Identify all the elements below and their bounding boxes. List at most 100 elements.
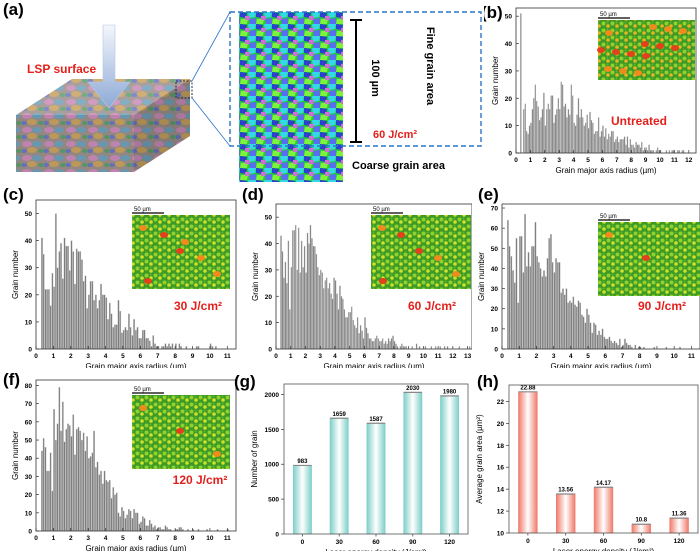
bar-value-label: 13.56 (558, 487, 574, 493)
histogram-bar (383, 343, 385, 350)
histogram-bar (356, 317, 359, 350)
histogram-bar (107, 319, 109, 350)
histogram-bar (387, 338, 390, 350)
histogram-bar (46, 470, 49, 532)
histogram-bar (152, 527, 155, 532)
histogram-bar (575, 306, 578, 350)
y-tick-label: 70 (25, 401, 33, 408)
histogram-bar (134, 329, 137, 350)
bar-value-label: 2030 (406, 386, 420, 392)
histogram-bar (295, 224, 297, 350)
y-tick-label: 10 (25, 510, 33, 517)
histogram-bar (67, 423, 69, 532)
histogram-bar (367, 333, 369, 350)
histogram-bar (312, 246, 315, 350)
histogram-bar (625, 144, 627, 154)
x-tick-label: 3 (552, 353, 556, 360)
histogram-bar (536, 256, 539, 350)
y-tick-label: 40 (25, 238, 33, 245)
x-tick-label: 8 (173, 535, 177, 542)
x-tick-label: 3 (318, 353, 322, 360)
panel-f: 0 1 2 3 4 5 6 7 8 9 10 11 0 10 20 30 40 50 60 70 80 Grain maj… (0, 367, 240, 553)
lsp-surface-label: LSP surface (27, 62, 97, 76)
bar (556, 493, 576, 534)
histogram-bar (136, 512, 139, 532)
inset-grain (397, 232, 405, 238)
histogram-bar (635, 141, 637, 154)
histogram-bar (536, 100, 538, 154)
histogram-bar (370, 338, 372, 350)
histogram-bar (615, 342, 618, 350)
x-tick-label: 7 (615, 157, 619, 164)
histogram-bar (345, 317, 347, 350)
block-front (16, 115, 134, 172)
y-tick-label: 20 (497, 421, 505, 428)
x-tick-label: 2 (69, 353, 73, 360)
histogram-chart-c: 0 1 2 3 4 5 6 7 8 9 10 11 0 10 20 30 40 50 Grain major axi… (3, 185, 237, 371)
x-tick-label: 0 (34, 353, 38, 360)
histogram-bar (512, 270, 514, 350)
histogram-bar (376, 335, 378, 350)
y-axis-label: Average grain area (µm²) (475, 414, 484, 504)
y-tick-label: 70 (491, 206, 499, 213)
histogram-bar (48, 289, 50, 350)
bar-value-label: 14.17 (596, 481, 612, 487)
histogram-bar (593, 322, 595, 350)
y-tick-label: 10 (505, 123, 513, 130)
histogram-bar (60, 430, 62, 532)
histogram-bar (523, 109, 525, 154)
bar (518, 391, 538, 534)
histogram-bar (649, 150, 652, 154)
histogram-bar (93, 430, 95, 532)
histogram-bar (671, 150, 673, 154)
histogram-bar (563, 294, 566, 350)
histogram-bar (155, 346, 158, 350)
y-tick-label: 0 (508, 151, 512, 158)
x-tick-label: 8 (638, 353, 642, 360)
histogram-bar (534, 84, 537, 154)
x-tick-label: 5 (121, 353, 125, 360)
histogram-bar (608, 336, 611, 350)
histogram-bar (618, 141, 620, 154)
histogram-bar (103, 470, 106, 532)
x-tick-label: 0 (34, 535, 38, 542)
histogram-bar (79, 430, 82, 532)
histogram-bar (124, 518, 127, 532)
histogram-bar (293, 230, 296, 350)
inset-grain (641, 41, 649, 47)
histogram-bar (368, 338, 371, 350)
inset-grain (176, 248, 184, 254)
histogram-bar (164, 525, 167, 532)
histogram-bar (619, 139, 621, 154)
histogram-bar (668, 150, 670, 154)
plot-frame (508, 384, 699, 534)
histogram-bar (576, 114, 578, 154)
histogram-bar (584, 322, 587, 350)
histogram-bar (105, 479, 108, 532)
histogram-bar (589, 111, 591, 154)
histogram-bar (672, 150, 675, 154)
histogram-bar (625, 342, 628, 350)
x-tick-label: 10 (671, 353, 679, 360)
histogram-bar (49, 452, 52, 532)
bar-value-label: 22.88 (520, 385, 536, 391)
histogram-bar (570, 84, 573, 154)
x-tick-label: 6 (601, 157, 605, 164)
histogram-bar (525, 266, 528, 350)
inset-grain (604, 66, 612, 72)
coarse-grain-label: Coarse grain area (352, 160, 445, 172)
histogram-bar (520, 236, 523, 350)
histogram-bar (308, 243, 310, 350)
y-tick-label: 0 (28, 347, 32, 354)
x-tick-label: 12 (685, 157, 693, 164)
x-tick-label: 6 (603, 353, 607, 360)
histogram-bar (141, 516, 144, 532)
histogram-bar (54, 439, 57, 532)
panel-label: (f) (3, 370, 20, 389)
histogram-bar (524, 103, 526, 154)
x-tick-label: 120 (444, 539, 455, 546)
histogram-bar (682, 150, 685, 154)
histogram-bar (136, 327, 139, 350)
energy-annotation: 30 J/cm² (174, 299, 222, 313)
histogram-bar (365, 327, 368, 350)
